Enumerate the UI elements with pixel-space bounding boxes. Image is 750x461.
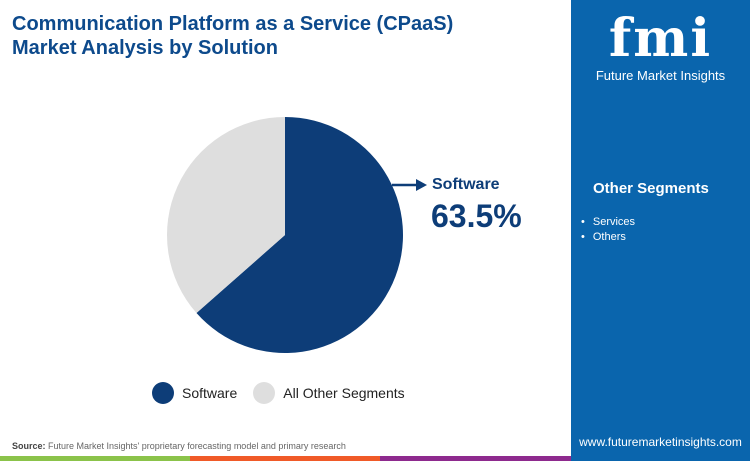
color-strip [190, 456, 380, 461]
fmi-logo: fmi Future Market Insights [595, 8, 726, 84]
other-segments-list: Services Others [581, 216, 635, 246]
list-item: Others [581, 231, 635, 243]
legend-item-other: All Other Segments [253, 382, 405, 404]
pie-slice-software [196, 117, 403, 353]
color-strip [380, 456, 571, 461]
list-item: Services [581, 216, 635, 228]
website-link[interactable]: www.futuremarketinsights.com [579, 435, 742, 449]
pie-chart [167, 117, 427, 353]
pie-slice-all-other-segments [167, 117, 285, 314]
other-segments-heading: Other Segments [593, 180, 709, 197]
annotation-value: 63.5% [431, 198, 522, 234]
sidebar: fmi Future Market Insights Other Segments… [571, 0, 750, 461]
arrow-head-icon [416, 179, 427, 191]
chart-title: Communication Platform as a Service (CPa… [12, 13, 454, 59]
legend: Software All Other Segments [152, 382, 421, 404]
legend-item-software: Software [152, 382, 237, 404]
legend-swatch [152, 382, 174, 404]
source-note: Source: Future Market Insights' propriet… [12, 441, 346, 451]
legend-swatch [253, 382, 276, 404]
color-strip [0, 456, 190, 461]
annotation-label: Software [432, 176, 500, 193]
